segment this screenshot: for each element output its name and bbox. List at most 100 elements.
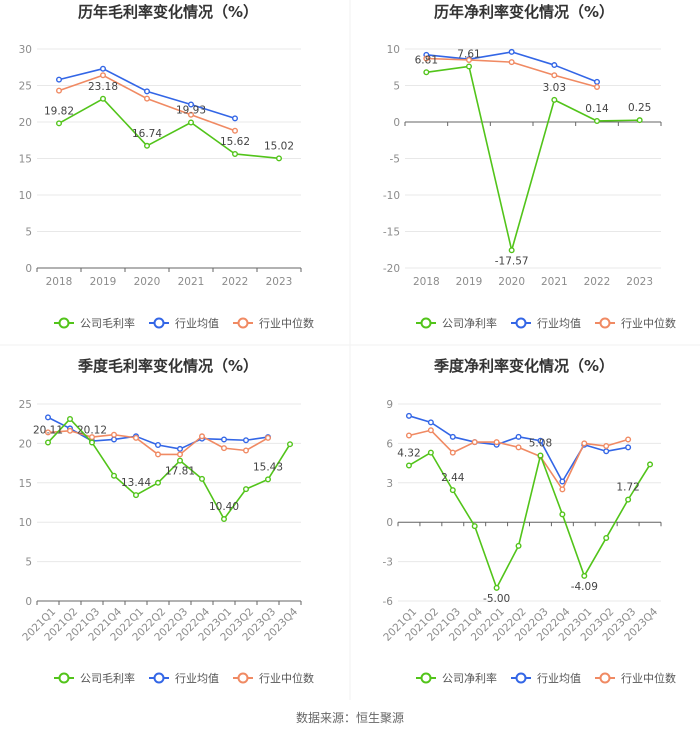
data-label: 15.02 — [264, 140, 294, 152]
x-tick-label: 2020 — [498, 276, 525, 288]
data-label: 6.81 — [415, 54, 438, 66]
data-point-avg — [99, 65, 106, 72]
legend-label: 公司净利率 — [442, 671, 497, 685]
legend-item-median[interactable]: 行业中位数 — [595, 671, 676, 685]
legend-swatch-marker — [515, 317, 527, 329]
data-point-median — [110, 431, 117, 438]
legend-swatch-marker — [515, 672, 527, 684]
data-point-median — [493, 439, 500, 446]
y-tick-label: 20 — [19, 117, 32, 129]
x-tick-label: 2023 — [266, 276, 293, 288]
data-point-avg — [537, 437, 544, 444]
chart-panel-2: 历年净利率变化情况（%） -20 -15 -10 -5 0 5 10 2018 2019 2020 2… — [383, 3, 676, 330]
legend-swatch-marker — [153, 317, 165, 329]
legend-label: 行业中位数 — [259, 671, 314, 685]
y-tick-label: -5 — [390, 154, 400, 166]
chart-legend: 公司净利率 行业均值 行业中位数 — [416, 671, 676, 685]
chart-legend: 公司净利率 行业均值 行业中位数 — [416, 316, 676, 330]
y-tick-label: 15 — [19, 478, 32, 490]
legend-label: 行业均值 — [175, 317, 219, 330]
legend-label: 行业均值 — [537, 672, 581, 685]
series-line-avg — [426, 51, 598, 83]
data-point-avg — [515, 433, 522, 440]
legend-item-company[interactable]: 公司毛利率 — [54, 671, 135, 685]
chart-title: 历年毛利率变化情况（%） — [78, 3, 258, 21]
legend-item-median[interactable]: 行业中位数 — [233, 671, 314, 685]
legend-item-median[interactable]: 行业中位数 — [595, 316, 676, 330]
x-tick-label: 2018 — [46, 276, 73, 288]
data-point-avg — [45, 414, 52, 421]
x-tick-label: 2023 — [626, 276, 653, 288]
data-label: 17.81 — [165, 466, 195, 478]
data-point-company — [132, 492, 139, 499]
data-point-median — [625, 436, 632, 443]
data-point-median — [88, 434, 95, 441]
data-label: 13.44 — [121, 477, 151, 489]
data-point-company — [427, 449, 434, 456]
chart-panel-4: 季度净利率变化情况（%）-6-303692021Q12021Q22021Q320… — [381, 357, 676, 685]
y-tick-label: 6 — [386, 438, 393, 450]
legend-swatch-marker — [58, 672, 70, 684]
x-tick-label: 2020 — [134, 276, 161, 288]
data-point-company — [537, 452, 544, 459]
data-point-company — [99, 95, 106, 102]
data-point-median — [508, 59, 515, 66]
legend-swatch-marker — [237, 672, 249, 684]
data-point-company — [449, 487, 456, 494]
data-point-avg — [56, 76, 63, 83]
legend-label: 行业均值 — [175, 672, 219, 685]
data-point-company — [423, 69, 430, 76]
legend-item-avg[interactable]: 行业均值 — [149, 672, 219, 685]
data-point-median — [559, 486, 566, 493]
legend-label: 公司净利率 — [442, 316, 497, 330]
legend-item-avg[interactable]: 行业均值 — [149, 317, 219, 330]
chart-panel-3: 季度毛利率变化情况（%）05101520252021Q12021Q22021Q3… — [19, 357, 314, 685]
data-point-median — [581, 440, 588, 447]
legend-item-median[interactable]: 行业中位数 — [233, 316, 314, 330]
data-label: 0.25 — [628, 102, 651, 114]
data-label: 0.14 — [585, 103, 609, 115]
data-point-company — [187, 119, 194, 126]
data-point-avg — [220, 436, 227, 443]
data-point-company — [559, 511, 566, 518]
chart-title: 历年净利率变化情况（%） — [434, 3, 614, 21]
data-point-avg — [231, 115, 238, 122]
data-point-company — [265, 476, 272, 483]
data-point-company — [581, 572, 588, 579]
data-point-company — [551, 96, 558, 103]
series-line-company — [58, 97, 280, 160]
data-point-median — [132, 434, 139, 441]
y-tick-label: 25 — [19, 399, 32, 411]
series-line-company — [47, 418, 291, 520]
data-point-median — [231, 127, 238, 134]
x-tick-label: 2022 — [584, 276, 611, 288]
data-point-avg — [594, 78, 601, 85]
data-point-median — [99, 72, 106, 79]
data-point-avg — [154, 441, 161, 448]
data-point-median — [515, 444, 522, 451]
data-point-company — [242, 486, 249, 493]
data-label: 5.08 — [529, 437, 552, 449]
y-tick-label: 5 — [25, 227, 32, 239]
data-point-company — [66, 415, 73, 422]
x-tick-label: 2019 — [90, 276, 117, 288]
legend-item-avg[interactable]: 行业均值 — [511, 672, 581, 685]
data-point-median — [405, 432, 412, 439]
legend-item-company[interactable]: 公司净利率 — [416, 316, 497, 330]
data-point-median — [466, 56, 473, 63]
data-point-median — [242, 447, 249, 454]
x-tick-label: 2021 — [541, 276, 568, 288]
data-label: 20.12 — [77, 424, 107, 436]
y-tick-label: 15 — [19, 154, 32, 166]
chart-title: 季度净利率变化情况（%） — [434, 357, 614, 375]
y-tick-label: 10 — [387, 44, 400, 56]
legend-swatch-marker — [237, 317, 249, 329]
legend-item-avg[interactable]: 行业均值 — [511, 317, 581, 330]
data-label: 4.32 — [397, 447, 420, 459]
data-point-avg — [143, 88, 150, 95]
legend-item-company[interactable]: 公司毛利率 — [54, 316, 135, 330]
y-tick-label: 9 — [386, 399, 393, 411]
data-point-median — [56, 87, 63, 94]
legend-item-company[interactable]: 公司净利率 — [416, 671, 497, 685]
